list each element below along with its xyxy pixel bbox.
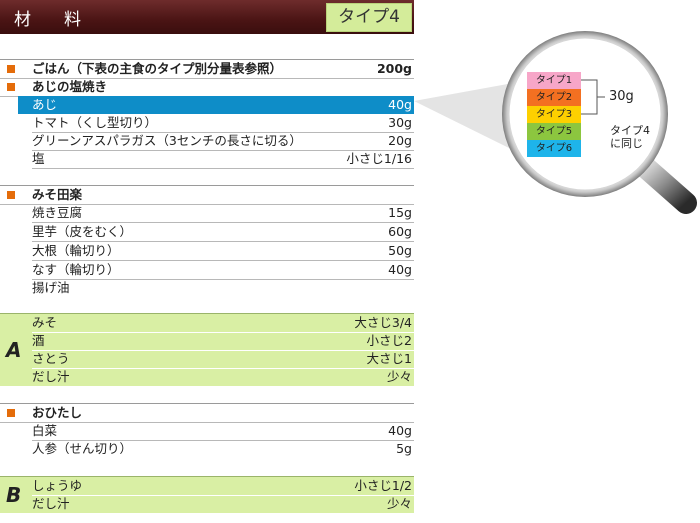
ingredient-row: 塩 小さじ1/16 [32, 150, 414, 169]
ingredient-name: トマト（くし型切り） [32, 115, 158, 130]
page-title: 材 料 [14, 10, 89, 30]
ingredient-amount: 20g [388, 133, 412, 148]
ingredient-name: 人参（せん切り） [32, 441, 133, 456]
ingredient-name: 白菜 [32, 423, 58, 438]
ingredient-amount: 40g [388, 262, 412, 277]
ingredient-name: だし汁 [32, 496, 70, 511]
ingredient-amount: 少々 [386, 496, 412, 511]
ingredient-amount: 少々 [386, 369, 412, 384]
ingredient-row: だし汁 少々 [32, 368, 414, 386]
type-legend-item: タイプ6 [527, 140, 581, 157]
section-dengaku: みそ田楽 [0, 186, 414, 205]
ingredient-amount: 小さじ2 [366, 333, 412, 348]
ingredient-row: グリーンアスパラガス（3センチの長さに切る） 20g [32, 132, 414, 151]
ingredient-amount: 大さじ1 [366, 351, 412, 366]
ingredient-name: さとう [32, 351, 70, 366]
divider [0, 403, 414, 404]
divider [0, 185, 414, 186]
ingredient-row: みそ 大さじ3/4 [32, 314, 414, 333]
ingredient-amount: 5g [396, 441, 412, 456]
bullet-square-icon [7, 83, 15, 91]
section-title: あじの塩焼き [32, 79, 108, 94]
ingredient-name: しょうゆ [32, 478, 83, 493]
ingredient-row: 酒 小さじ2 [32, 332, 414, 351]
ingredient-amount: 40g [388, 423, 412, 438]
ingredient-row: 人参（せん切り） 5g [32, 440, 414, 458]
type-badge[interactable]: タイプ4 [326, 3, 412, 32]
type-note-amount: 30g [609, 89, 634, 104]
ingredient-name: 揚げ油 [32, 280, 70, 295]
ingredient-amount: 50g [388, 243, 412, 258]
ingredient-name: みそ [32, 315, 58, 330]
section-ohitashi: おひたし [0, 404, 414, 423]
ingredient-name: 酒 [32, 333, 45, 348]
ingredient-row: なす（輪切り） 40g [32, 261, 414, 280]
ingredient-amount: 60g [388, 224, 412, 239]
section-amount: 200g [376, 61, 412, 76]
ingredient-row: 大根（輪切り） 50g [32, 242, 414, 261]
ingredient-amount: 小さじ1/2 [354, 478, 412, 493]
ingredient-row: しょうゆ 小さじ1/2 [32, 477, 414, 496]
ingredient-row-highlighted[interactable]: あじ 40g [18, 96, 414, 114]
ingredient-row: 揚げ油 [32, 279, 414, 297]
ingredient-name: だし汁 [32, 369, 70, 384]
type-legend-item: タイプ2 [527, 89, 581, 106]
section-title: おひたし [32, 405, 83, 420]
ingredient-name: 里芋（皮をむく） [32, 224, 133, 239]
ingredient-row: 白菜 40g [32, 422, 414, 441]
ingredient-name: なす（輪切り） [32, 262, 120, 277]
sauce-group-a: A みそ 大さじ3/4 酒 小さじ2 さとう 大さじ1 だし汁 少々 [0, 313, 414, 386]
ingredient-amount: 大さじ3/4 [354, 315, 412, 330]
group-label: B [6, 483, 22, 507]
bullet-square-icon [7, 409, 15, 417]
group-label: A [6, 338, 22, 362]
type-note-same: タイプ4 に同じ [610, 124, 650, 150]
ingredient-row: さとう 大さじ1 [32, 350, 414, 369]
ingredient-amount: 小さじ1/16 [346, 151, 412, 166]
ingredient-row: 焼き豆腐 15g [32, 204, 414, 223]
ingredient-name: グリーンアスパラガス（3センチの長さに切る） [32, 133, 302, 148]
ingredient-amount: 15g [388, 205, 412, 220]
type-legend-item: タイプ3 [527, 106, 581, 123]
ingredient-name: あじ [32, 97, 58, 112]
ingredient-name: 焼き豆腐 [32, 205, 83, 220]
section-rice: ごはん（下表の主食のタイプ別分量表参照） 200g [0, 60, 414, 79]
ingredient-row: だし汁 少々 [32, 495, 414, 513]
section-title: みそ田楽 [32, 187, 83, 202]
type-legend-item: タイプ5 [527, 123, 581, 140]
ingredient-name: 塩 [32, 151, 45, 166]
section-title: ごはん（下表の主食のタイプ別分量表参照） [32, 61, 283, 76]
magnifier-handle [633, 155, 697, 214]
bullet-square-icon [7, 191, 15, 199]
ingredient-row: トマト（くし型切り） 30g [32, 114, 414, 133]
magnifier-beam [414, 83, 513, 150]
ingredient-row: 里芋（皮をむく） 60g [32, 223, 414, 242]
ingredient-amount: 40g [388, 97, 412, 112]
bullet-square-icon [7, 65, 15, 73]
divider [0, 59, 414, 60]
type-legend-item: タイプ1 [527, 72, 581, 89]
ingredient-name: 大根（輪切り） [32, 243, 120, 258]
sauce-group-b: B しょうゆ 小さじ1/2 だし汁 少々 [0, 476, 414, 513]
ingredient-amount: 30g [388, 115, 412, 130]
header-bar: 材 料 タイプ4 [0, 0, 414, 34]
